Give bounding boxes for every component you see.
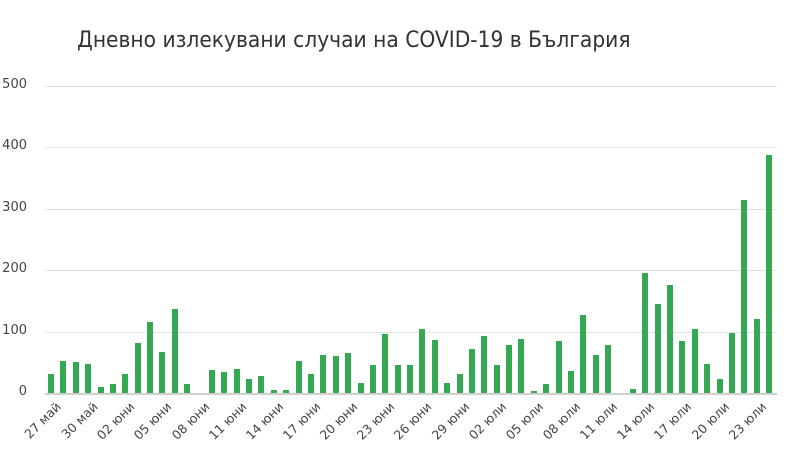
- bar[interactable]: [320, 354, 327, 393]
- y-axis-tick-label: 500: [2, 77, 27, 92]
- bar[interactable]: [728, 332, 735, 393]
- bar[interactable]: [147, 322, 154, 393]
- bar[interactable]: [468, 349, 475, 393]
- bar[interactable]: [753, 319, 760, 393]
- bar[interactable]: [642, 272, 649, 393]
- bar[interactable]: [605, 345, 612, 393]
- bar[interactable]: [654, 303, 661, 393]
- gridline: [45, 209, 777, 210]
- x-axis-tick-label: 02 юни: [93, 399, 138, 443]
- bar[interactable]: [543, 383, 550, 393]
- bar[interactable]: [134, 342, 141, 393]
- y-axis-tick-label: 100: [2, 323, 27, 338]
- gridline: [45, 270, 777, 271]
- bar[interactable]: [270, 389, 277, 393]
- bar[interactable]: [184, 383, 191, 393]
- bar[interactable]: [481, 335, 488, 393]
- x-axis-tick-label: 08 юли: [539, 399, 584, 443]
- bar[interactable]: [97, 387, 104, 393]
- bar[interactable]: [518, 338, 525, 393]
- x-axis-tick-label: 14 юни: [242, 399, 287, 443]
- x-axis-tick-label: 23 юни: [353, 399, 398, 443]
- x-axis-tick-label: 30 май: [58, 399, 101, 442]
- bar[interactable]: [357, 382, 364, 393]
- bar[interactable]: [431, 340, 438, 393]
- bar[interactable]: [159, 352, 166, 393]
- bar[interactable]: [394, 365, 401, 393]
- bar[interactable]: [506, 345, 513, 393]
- bar[interactable]: [221, 371, 228, 393]
- bar[interactable]: [258, 376, 265, 393]
- x-axis-tick-label: 08 юни: [168, 399, 212, 443]
- chart-title: Дневно излекувани случаи на COVID-19 в Б…: [77, 28, 631, 53]
- bar[interactable]: [407, 365, 414, 393]
- bar[interactable]: [72, 362, 79, 393]
- x-axis-tick-label: 02 юли: [465, 399, 509, 443]
- bar[interactable]: [283, 389, 290, 393]
- bar[interactable]: [307, 373, 314, 393]
- bar[interactable]: [382, 334, 389, 393]
- bar[interactable]: [48, 373, 54, 393]
- bar[interactable]: [122, 373, 129, 393]
- bar[interactable]: [419, 329, 426, 393]
- bar[interactable]: [246, 379, 253, 393]
- x-axis-tick-label: 05 юни: [131, 399, 175, 443]
- bar[interactable]: [233, 369, 240, 393]
- bar[interactable]: [493, 365, 500, 393]
- bar[interactable]: [208, 370, 215, 393]
- x-axis-tick-label: 23 юли: [725, 399, 769, 443]
- x-axis-tick-label: 20 юли: [688, 399, 732, 443]
- bar[interactable]: [85, 364, 92, 393]
- y-axis-tick-label: 0: [18, 384, 27, 399]
- bar[interactable]: [295, 361, 302, 393]
- bar[interactable]: [766, 155, 773, 393]
- bar[interactable]: [667, 284, 673, 393]
- x-axis-tick-label: 26 юни: [391, 399, 435, 443]
- bar[interactable]: [456, 373, 463, 393]
- bar[interactable]: [60, 361, 67, 393]
- x-axis-line: [45, 393, 777, 395]
- gridline: [45, 86, 777, 87]
- bar[interactable]: [109, 383, 116, 393]
- gridline: [45, 332, 777, 333]
- gridline: [45, 147, 777, 148]
- bar[interactable]: [332, 356, 339, 393]
- bar[interactable]: [369, 365, 376, 393]
- x-axis-tick-label: 20 юни: [316, 399, 361, 443]
- x-axis-tick-label: 27 май: [21, 399, 64, 442]
- x-axis-tick-label: 17 юни: [279, 399, 324, 443]
- x-axis-tick-label: 11 юни: [205, 399, 249, 443]
- y-axis-tick-label: 400: [2, 138, 27, 153]
- bar[interactable]: [679, 341, 686, 393]
- bar[interactable]: [530, 390, 537, 393]
- bar[interactable]: [580, 315, 587, 393]
- bar[interactable]: [444, 382, 451, 393]
- x-axis-tick-label: 05 юли: [502, 399, 546, 443]
- bar[interactable]: [592, 354, 599, 393]
- x-axis-tick-label: 29 юни: [428, 399, 472, 443]
- bar[interactable]: [171, 308, 178, 393]
- y-axis-tick-label: 200: [2, 261, 27, 276]
- bar[interactable]: [691, 328, 698, 393]
- x-axis-tick-label: 11 юли: [576, 399, 621, 443]
- bar[interactable]: [741, 199, 748, 393]
- x-axis-tick-label: 14 юли: [613, 399, 658, 443]
- bar[interactable]: [704, 364, 711, 393]
- bar[interactable]: [716, 379, 723, 393]
- bar[interactable]: [345, 353, 352, 393]
- bar[interactable]: [555, 341, 562, 393]
- y-axis-tick-label: 300: [2, 200, 27, 215]
- bar[interactable]: [567, 370, 574, 393]
- bar[interactable]: [629, 389, 636, 393]
- x-axis-tick-label: 17 юли: [650, 399, 695, 443]
